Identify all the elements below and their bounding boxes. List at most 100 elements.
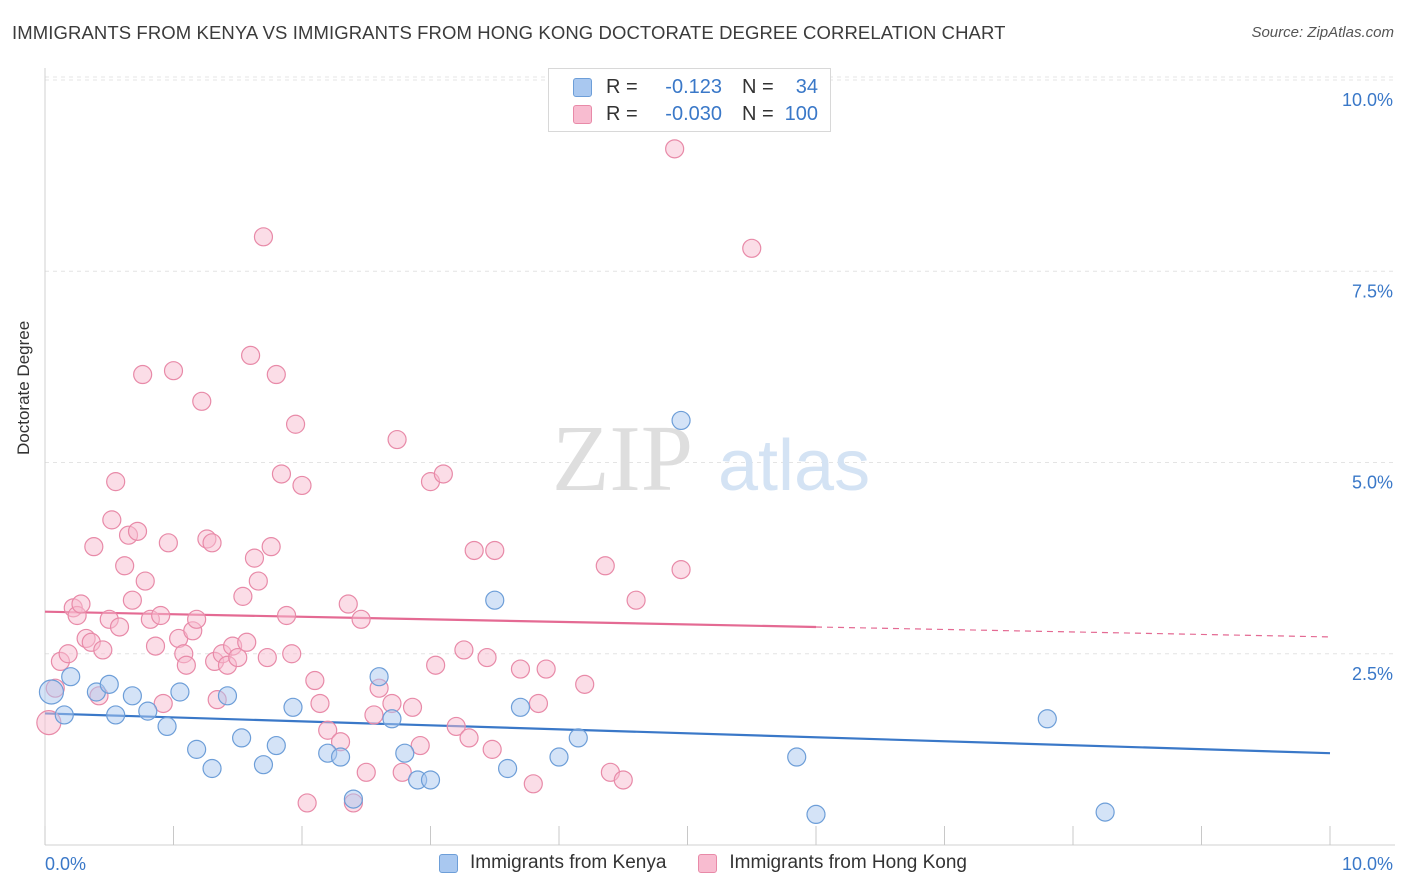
hongkong-point — [536, 659, 556, 679]
kenya-point — [343, 789, 363, 809]
hongkong-point — [292, 475, 312, 496]
kenya-point — [187, 739, 207, 759]
hongkong-point — [665, 139, 685, 159]
kenya-point — [232, 728, 252, 748]
hongkong-point — [671, 559, 691, 580]
data-points — [36, 139, 1115, 825]
legend-r-label: R = — [606, 75, 638, 98]
hongkong-point — [454, 640, 474, 660]
hongkong-point — [510, 659, 531, 679]
hongkong-point — [318, 720, 338, 740]
legend-swatch-kenya — [573, 77, 592, 97]
hongkong-point — [528, 693, 549, 714]
kenya-point — [170, 682, 190, 702]
hongkong-point — [115, 556, 135, 576]
x-tick-label: 0.0% — [45, 854, 86, 874]
hongkong-point — [153, 693, 173, 714]
kenya-point — [568, 728, 588, 748]
grid-lines — [45, 76, 1395, 655]
kenya-point — [395, 743, 415, 763]
hongkong-point — [351, 609, 371, 629]
hongkong-point — [387, 429, 407, 450]
hongkong-point — [187, 609, 207, 629]
kenya-point — [217, 686, 238, 706]
kenya-point — [671, 410, 691, 431]
hongkong-trend-extension — [815, 626, 1331, 638]
kenya-point — [138, 701, 158, 721]
watermark-atlas: atlas — [718, 426, 870, 506]
kenya-point — [54, 705, 74, 725]
legend-n-value: 100 — [784, 102, 818, 125]
hongkong-point — [241, 345, 261, 365]
hongkong-point — [151, 605, 171, 626]
kenya-point — [806, 804, 826, 825]
hongkong-point — [426, 655, 446, 675]
hongkong-point — [244, 548, 265, 568]
legend-r-label: R = — [606, 102, 638, 125]
kenya-point — [157, 716, 177, 737]
legend-row-kenya: R = -0.123 N = 34 — [573, 75, 818, 99]
kenya-point — [510, 697, 531, 717]
bottom-legend-label-kenya: Immigrants from Kenya — [470, 852, 667, 873]
bottom-legend-swatch-kenya — [439, 853, 458, 873]
y-tick-label: 2.5% — [1352, 664, 1393, 684]
hongkong-point — [84, 537, 104, 557]
hongkong-point — [257, 647, 277, 668]
bottom-legend-label-hongkong: Immigrants from Hong Kong — [729, 852, 967, 873]
bottom-legend-kenya: Immigrants from Kenya — [439, 852, 666, 874]
hongkong-point — [310, 693, 330, 714]
kenya-point — [122, 686, 142, 706]
hongkong-point — [192, 391, 212, 411]
kenya-point — [787, 747, 807, 767]
hongkong-point — [122, 590, 142, 610]
hongkong-point — [58, 644, 78, 664]
hongkong-point — [135, 571, 155, 591]
watermark-zip: ZIP — [552, 407, 693, 511]
hongkong-point — [297, 793, 317, 813]
source-label: Source: ZipAtlas.com — [1251, 24, 1394, 41]
bottom-legend: Immigrants from Kenya Immigrants from Ho… — [0, 852, 1406, 874]
hongkong-point — [233, 586, 253, 606]
hongkong-point — [338, 594, 358, 614]
kenya-trend-line — [44, 712, 1331, 755]
hongkong-point — [228, 647, 248, 668]
hongkong-point — [410, 735, 430, 756]
hongkong-point — [248, 571, 268, 591]
hongkong-point — [523, 774, 543, 794]
kenya-point — [202, 758, 222, 779]
kenya-point — [485, 590, 505, 610]
y-tick-label: 7.5% — [1352, 281, 1393, 301]
hongkong-point — [433, 464, 453, 484]
hongkong-point — [742, 238, 762, 258]
hongkong-point — [305, 670, 325, 691]
hongkong-point — [71, 594, 91, 614]
kenya-point — [38, 679, 65, 705]
hongkong-trend-line — [44, 610, 817, 629]
hongkong-point — [127, 521, 148, 541]
legend: R = -0.123 N = 34 R = -0.030 N = 100 — [548, 68, 831, 132]
kenya-point — [61, 667, 81, 687]
hongkong-point — [285, 414, 306, 434]
hongkong-point — [202, 533, 222, 553]
hongkong-point — [364, 705, 384, 725]
hongkong-point — [158, 533, 178, 553]
y-tick-label: 10.0% — [1342, 90, 1393, 110]
hongkong-point — [464, 540, 484, 561]
kenya-point — [106, 705, 126, 725]
hongkong-point — [106, 472, 126, 492]
hongkong-point — [459, 728, 479, 748]
legend-row-hongkong: R = -0.030 N = 100 — [573, 102, 818, 126]
hongkong-point — [109, 617, 130, 637]
hongkong-point — [392, 762, 412, 782]
kenya-point — [549, 747, 569, 767]
hongkong-point — [626, 590, 646, 610]
kenya-point — [330, 747, 351, 767]
legend-n-label: N = — [742, 75, 774, 98]
hongkong-point — [237, 632, 257, 652]
legend-r-value: -0.123 — [665, 75, 722, 98]
hongkong-point — [282, 644, 302, 664]
kenya-point — [99, 674, 119, 694]
hongkong-point — [253, 227, 274, 247]
hongkong-point — [482, 739, 502, 759]
hongkong-point — [145, 636, 166, 656]
